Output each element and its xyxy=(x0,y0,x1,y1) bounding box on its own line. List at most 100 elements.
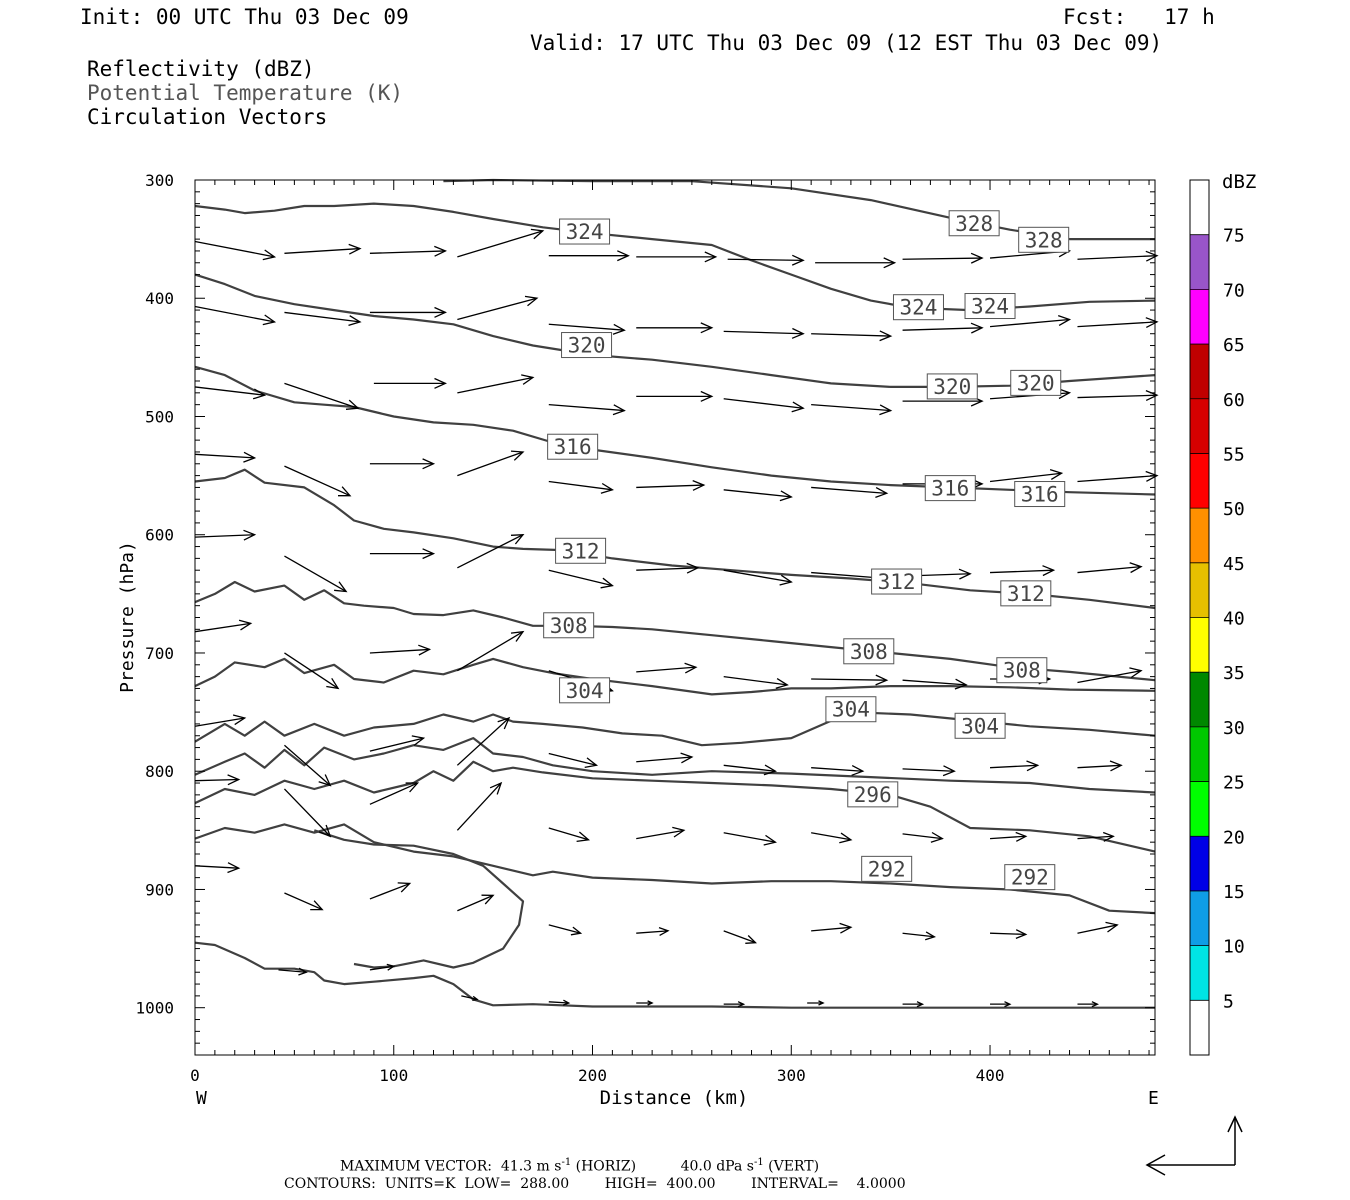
y-tick-label: 900 xyxy=(145,880,174,899)
vector-shaft xyxy=(636,756,692,763)
vector-shaft xyxy=(1077,566,1142,574)
contour-label-box xyxy=(892,294,944,321)
circulation-vector xyxy=(990,1001,1012,1008)
circulation-vector xyxy=(902,678,968,690)
circulation-vector xyxy=(989,468,1064,483)
colorbar-segment xyxy=(1190,562,1209,618)
circulation-vector xyxy=(811,922,853,934)
contour-label: 304 xyxy=(832,698,870,722)
field-potential-temperature: Potential Temperature (K) xyxy=(87,81,404,105)
vector-head xyxy=(686,562,700,574)
vector-head xyxy=(262,249,277,261)
vector-head xyxy=(791,254,805,266)
vector-shaft xyxy=(456,782,502,831)
vector-shaft xyxy=(811,333,891,337)
circulation-vector xyxy=(1077,1001,1099,1008)
colorbar-segment xyxy=(1190,398,1209,454)
contour-label: 328 xyxy=(1025,228,1063,252)
vector-head xyxy=(1145,317,1159,328)
vector-head xyxy=(930,831,944,843)
vector-head xyxy=(243,529,257,541)
vector-shaft xyxy=(278,969,307,973)
vector-shaft xyxy=(811,486,887,494)
vector-head xyxy=(1015,831,1028,842)
vector-shaft xyxy=(548,924,581,934)
circulation-vector xyxy=(723,832,777,846)
vector-head xyxy=(397,882,412,893)
contour-label: 316 xyxy=(1021,483,1059,507)
contour-label-box xyxy=(1000,580,1052,607)
colorbar-level-label: 25 xyxy=(1223,773,1245,794)
circulation-vector xyxy=(902,252,984,264)
circulation-vector xyxy=(369,782,420,805)
contour-label: 320 xyxy=(1017,371,1055,395)
vector-shaft xyxy=(548,752,597,766)
colorbar-segment xyxy=(1190,180,1209,235)
vector-shaft xyxy=(902,327,983,331)
colorbar-segment xyxy=(1190,726,1209,782)
circulation-vector xyxy=(194,240,277,261)
circulation-vector xyxy=(989,760,1040,772)
vector-head xyxy=(232,714,247,726)
vector-head xyxy=(227,862,241,874)
contour-label: 320 xyxy=(933,375,971,399)
circulation-vector xyxy=(548,752,599,769)
circulation-vector xyxy=(723,675,789,689)
x-tick-label: 400 xyxy=(976,1066,1005,1085)
circulation-vector xyxy=(811,404,893,416)
circulation-vector xyxy=(284,311,362,327)
contour-288-11 xyxy=(194,941,1155,1009)
circulation-vector xyxy=(815,257,897,269)
vector-head xyxy=(879,330,893,342)
vector-shaft xyxy=(1077,835,1114,840)
circulation-vector xyxy=(723,930,757,944)
circulation-vector xyxy=(902,831,944,843)
contour-label-box xyxy=(1004,864,1056,891)
contour-label: 312 xyxy=(878,570,916,594)
colorbar: 5 10 15 20 25 30 35 40 45 50 55 60 65 70 75 dBZ xyxy=(1189,171,1256,1056)
circulation-vector xyxy=(284,465,352,497)
vector-shaft xyxy=(194,622,251,633)
vector-head xyxy=(481,894,495,905)
vector-shaft xyxy=(284,892,323,911)
circulation-vector xyxy=(194,619,253,633)
vector-shaft xyxy=(1077,394,1158,399)
circulation-vector xyxy=(461,995,479,1002)
vector-head xyxy=(521,374,535,385)
vector-head xyxy=(617,250,630,262)
x-tick-label: 200 xyxy=(578,1066,607,1085)
vector-head xyxy=(851,765,865,776)
vector-shaft xyxy=(284,555,347,593)
vector-head xyxy=(1042,565,1056,577)
vector-head xyxy=(791,327,805,339)
circulation-vector xyxy=(636,479,706,491)
circulation-vector xyxy=(369,306,447,318)
circulation-vector xyxy=(990,565,1056,577)
valid-time: Valid: 17 UTC Thu 03 Dec 09 (12 EST Thu … xyxy=(530,31,1163,55)
contour-label-box xyxy=(847,781,899,808)
circulation-vector xyxy=(369,245,447,257)
max-vector-label: MAXIMUM VECTOR: xyxy=(340,1158,492,1175)
circulation-vector xyxy=(990,929,1028,940)
contour-label: 308 xyxy=(550,614,588,638)
vector-shaft xyxy=(283,788,331,837)
max-vector-vert-exponent: -1 xyxy=(753,1157,764,1168)
circulation-vector xyxy=(457,533,525,569)
circulation-vector xyxy=(457,228,545,258)
circulation-vector xyxy=(194,714,247,727)
vector-head xyxy=(497,716,511,730)
circulation-vector xyxy=(457,894,495,912)
colorbar-level-label: 40 xyxy=(1223,609,1245,630)
vector-shaft xyxy=(636,666,696,673)
circulation-vector xyxy=(989,314,1072,328)
vector-shaft xyxy=(636,484,704,489)
contour-label-box xyxy=(547,433,599,460)
circulation-vector xyxy=(636,752,694,764)
circulation-vector xyxy=(636,390,714,402)
colorbar-level-label: 30 xyxy=(1223,718,1245,739)
vector-head xyxy=(334,581,348,593)
field-circulation-vectors: Circulation Vectors xyxy=(87,105,328,129)
vector-head xyxy=(1129,562,1143,574)
circulation-vector xyxy=(902,322,984,334)
vector-shaft xyxy=(723,489,792,498)
